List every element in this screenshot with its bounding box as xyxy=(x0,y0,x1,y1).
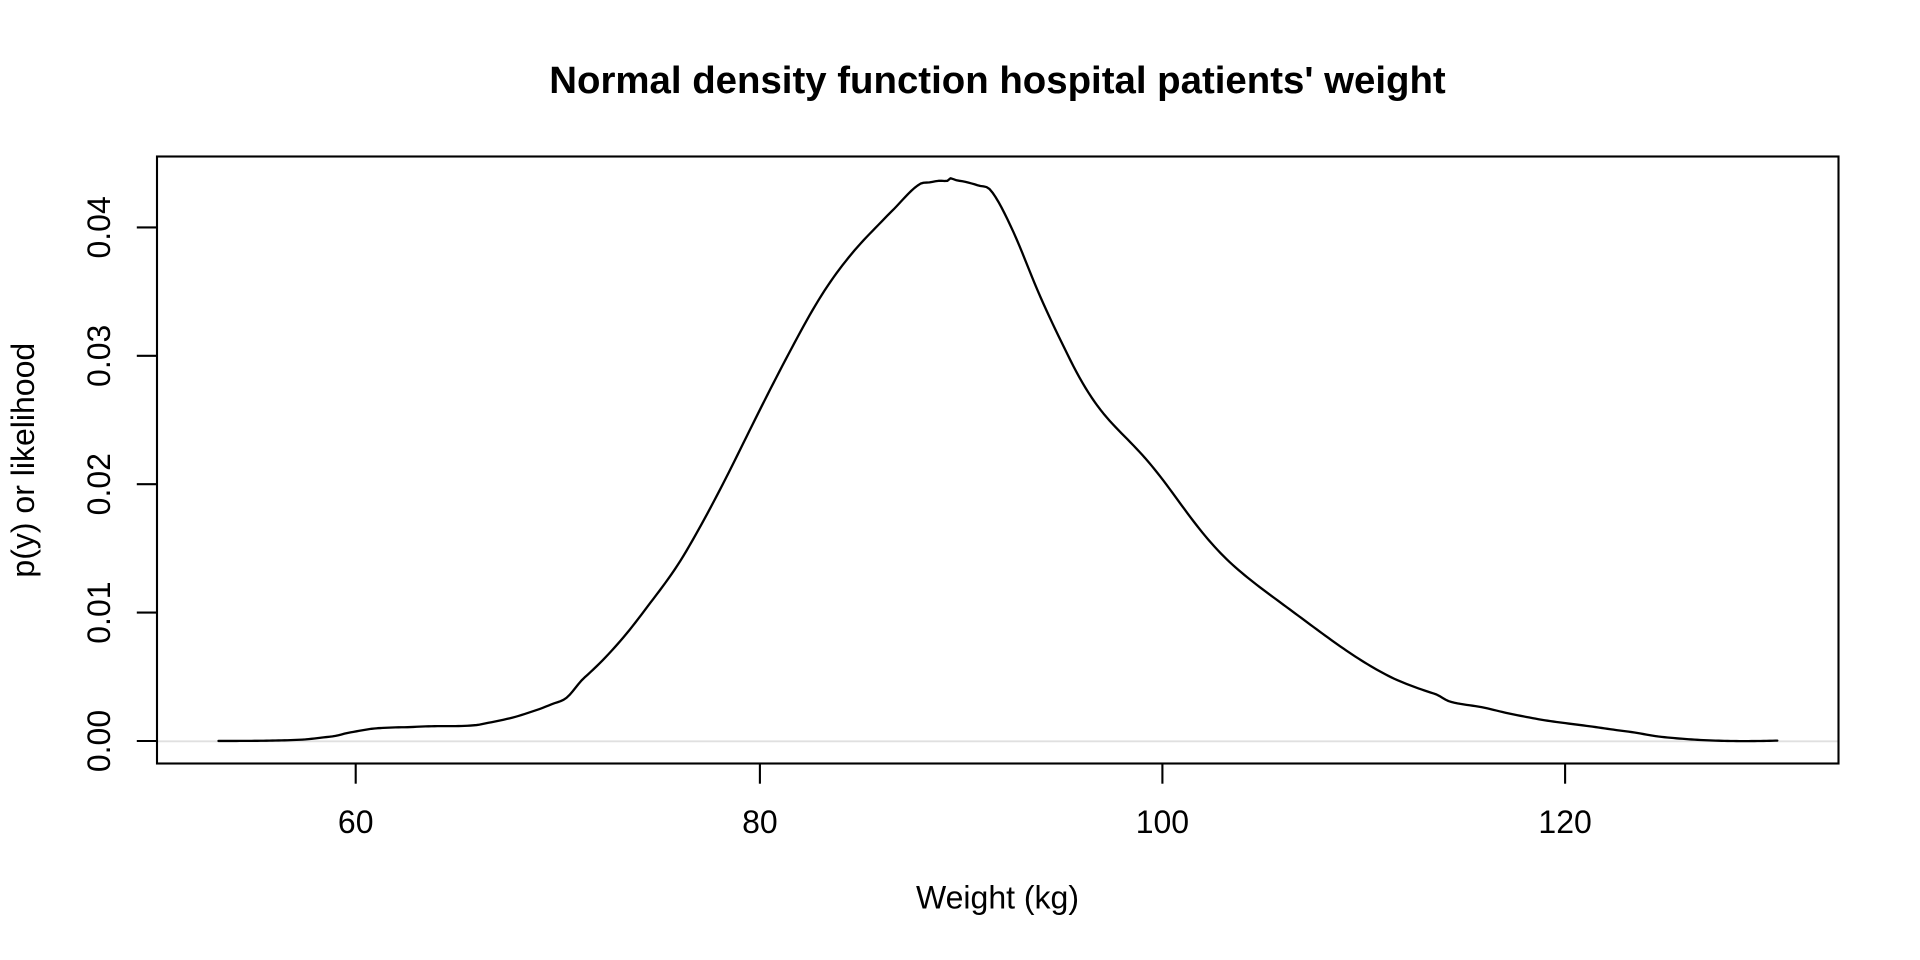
svg-text:0.04: 0.04 xyxy=(81,196,117,258)
svg-text:0.02: 0.02 xyxy=(81,453,117,515)
svg-text:80: 80 xyxy=(742,804,778,840)
svg-text:0.01: 0.01 xyxy=(81,581,117,643)
svg-text:p(y) or likelihood: p(y) or likelihood xyxy=(5,343,41,578)
svg-text:0.03: 0.03 xyxy=(81,325,117,387)
svg-text:120: 120 xyxy=(1538,804,1591,840)
svg-text:Weight (kg): Weight (kg) xyxy=(916,880,1079,916)
svg-text:0.00: 0.00 xyxy=(81,710,117,772)
svg-text:60: 60 xyxy=(338,804,374,840)
svg-text:100: 100 xyxy=(1136,804,1189,840)
svg-text:Normal density function hospit: Normal density function hospital patient… xyxy=(549,59,1446,102)
